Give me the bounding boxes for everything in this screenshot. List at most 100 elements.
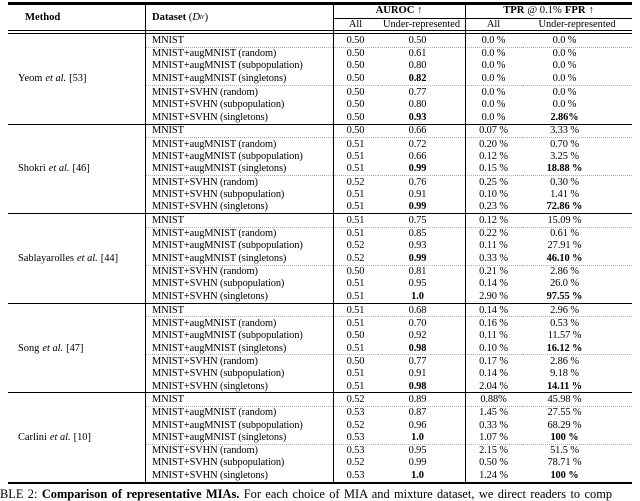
tpr-underrep-cell: 16.12 % (546, 342, 583, 354)
dataset-cell: MNIST+SVHN (singletons) (152, 111, 268, 123)
dataset-cell: MNIST+augMNIST (subpopulation) (152, 419, 303, 431)
tpr-underrep-cell: 0.0 % (552, 60, 577, 72)
method-block: Shokri et al. [46] MNIST 0.50 0.66 0.07 % 3.33 … (8, 123, 632, 214)
auroc-underrep-cell: 0.93 (408, 111, 427, 123)
method-label: Carlini et al. [10] (8, 393, 145, 482)
auroc-all-cell: 0.50 (346, 329, 365, 341)
dataset-cell: MNIST+SVHN (random) (145, 175, 333, 188)
method-label-part: et al. (49, 432, 71, 444)
dataset-cell: MNIST+SVHN (subpopulation) (152, 188, 285, 200)
tpr-all-cell: 0.12 % (479, 150, 508, 162)
column-group-tpr: TPR @ 0.1% FPR ↑ (465, 3, 632, 17)
tpr-underrep-cell: 97.55 % (546, 290, 583, 302)
fpr-header-label: FPR (564, 4, 586, 16)
dataset-cell: MNIST+SVHN (singletons) (152, 380, 268, 392)
dataset-cell: MNIST+SVHN (subpopulation) (152, 98, 285, 110)
dataset-header-paren-close: ) (204, 11, 209, 23)
method-label-part: et al. (42, 342, 64, 354)
tpr-all-cell: 0.10 % (479, 342, 508, 354)
dataset-cell: MNIST+augMNIST (random) (145, 406, 333, 419)
dataset-cell: MNIST+augMNIST (subpopulation) (152, 329, 303, 341)
tpr-underrep-cell: 27.55 % (522, 406, 632, 419)
auroc-all-cell: 0.50 (333, 85, 378, 98)
tpr-all-cell: 0.14 % (479, 278, 508, 290)
auroc-underrep-cell: 0.75 (408, 215, 427, 227)
auroc-all-cell: 0.51 (346, 367, 365, 379)
auroc-all-cell: 0.53 (333, 406, 378, 419)
method-label-part: Shokri (18, 163, 46, 175)
auroc-underrep-cell: 0.72 (378, 137, 465, 150)
dataset-cell: MNIST+SVHN (random) (145, 354, 333, 367)
caption-lead: BLE 2: (0, 486, 42, 501)
dataset-cell: MNIST+SVHN (subpopulation) (152, 278, 285, 290)
tpr-underrep-cell: 0.0 % (552, 34, 577, 46)
method-label: Sablayarolles et al. [44] (8, 214, 145, 303)
tpr-underrep-cell: 0.0 % (552, 73, 577, 85)
tpr-all-cell: 0.20 % (465, 137, 522, 150)
auroc-all-cell: 0.51 (333, 316, 378, 329)
dataset-cell: MNIST+augMNIST (singletons) (152, 73, 287, 85)
dataset-header-paren-open: ( (188, 11, 193, 23)
tpr-underrep-cell: 46.10 % (546, 252, 583, 264)
tpr-underrep-cell: 2.86 % (522, 264, 632, 278)
auroc-underrep-cell: 0.92 (408, 329, 427, 341)
auroc-underrep-cell: 0.61 (378, 46, 465, 60)
auroc-all-cell: 0.51 (333, 226, 378, 240)
subheader-tpr-underrep: Under-represented (538, 19, 616, 30)
auroc-all-cell: 0.50 (333, 354, 378, 367)
dataset-cell: MNIST+augMNIST (random) (145, 46, 333, 60)
tpr-all-cell: 0.12 % (479, 215, 508, 227)
tpr-all-cell: 1.24 % (479, 470, 508, 482)
vertical-rule-dataset-auroc (333, 4, 334, 483)
tpr-all-cell: 2.15 % (465, 444, 522, 457)
auroc-all-cell: 0.52 (346, 252, 365, 264)
tpr-all-cell: 1.45 % (465, 406, 522, 419)
dataset-cell: MNIST+augMNIST (subpopulation) (152, 150, 303, 162)
dataset-cell: MNIST (152, 34, 184, 46)
tpr-underrep-cell: 100 % (550, 470, 579, 482)
dataset-cell: MNIST+augMNIST (random) (145, 316, 333, 329)
auroc-underrep-cell: 1.0 (411, 432, 424, 444)
method-label: Shokri et al. [46] (8, 125, 145, 214)
auroc-underrep-cell: 0.91 (408, 188, 427, 200)
dataset-cell: MNIST+augMNIST (singletons) (152, 432, 287, 444)
tpr-all-cell: 2.90 % (479, 290, 508, 302)
tpr-all-cell: 0.07 % (479, 125, 508, 137)
method-label-part: et al. (76, 252, 98, 264)
tpr-all-cell: 0.17 % (465, 354, 522, 367)
tpr-all-cell: 0.0 % (465, 46, 522, 60)
tpr-all-cell: 0.10 % (479, 188, 508, 200)
tpr-all-cell: 0.0 % (465, 85, 522, 98)
tpr-all-cell: 0.0 % (481, 98, 506, 110)
auroc-underrep-cell: 0.99 (408, 252, 427, 264)
tpr-underrep-cell: 51.5 % (522, 444, 632, 457)
auroc-all-cell: 0.53 (346, 470, 365, 482)
tpr-underrep-cell: 3.33 % (550, 125, 579, 137)
tpr-header-threshold: @ 0.1% (527, 4, 562, 16)
dataset-cell: MNIST+SVHN (subpopulation) (152, 367, 285, 379)
auroc-underrep-cell: 0.93 (408, 240, 427, 252)
tpr-all-cell: 0.25 % (465, 175, 522, 188)
auroc-underrep-cell: 1.0 (411, 290, 424, 302)
auroc-all-cell: 0.51 (346, 290, 365, 302)
auroc-underrep-cell: 0.66 (408, 125, 427, 137)
auroc-underrep-cell: 0.77 (378, 85, 465, 98)
header-double-rule-top (8, 30, 632, 31)
auroc-all-cell: 0.53 (333, 444, 378, 457)
auroc-underrep-cell: 0.80 (408, 60, 427, 72)
auroc-underrep-cell: 0.80 (408, 98, 427, 110)
auroc-all-cell: 0.50 (346, 34, 365, 46)
auroc-underrep-cell: 0.87 (378, 406, 465, 419)
tpr-underrep-cell: 0.53 % (522, 316, 632, 329)
auroc-all-cell: 0.50 (346, 111, 365, 123)
dataset-cell: MNIST+augMNIST (subpopulation) (152, 60, 303, 72)
dataset-cell: MNIST+augMNIST (singletons) (152, 342, 287, 354)
tpr-header-label: TPR (503, 4, 525, 16)
tpr-underrep-cell: 0.61 % (522, 226, 632, 240)
dataset-cell: MNIST (152, 125, 184, 137)
dataset-header-label: Dataset (152, 11, 187, 23)
table-bottom-rule (8, 482, 632, 484)
tpr-underrep-cell: 45.98 % (547, 394, 582, 406)
auroc-underrep-cell: 0.98 (408, 380, 427, 392)
